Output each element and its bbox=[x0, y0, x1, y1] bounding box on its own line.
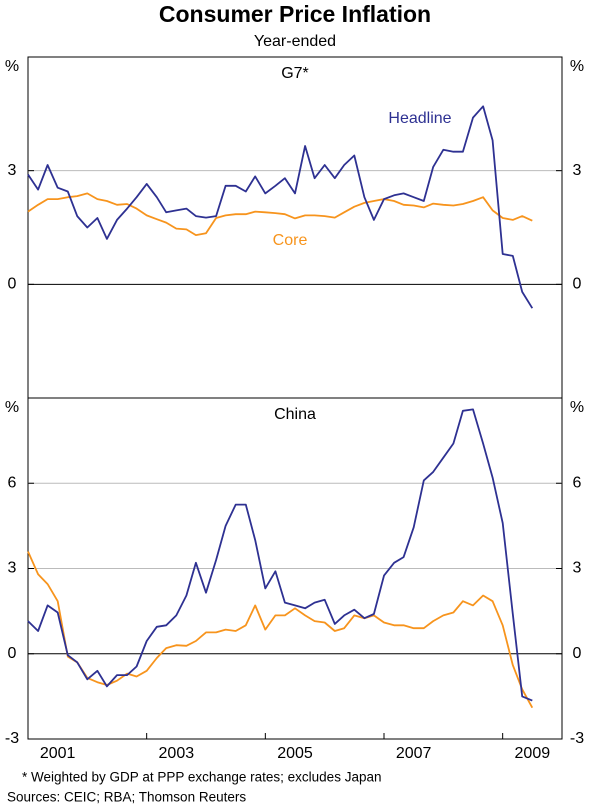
x-tick-label: 2003 bbox=[159, 745, 195, 762]
y-unit: % bbox=[5, 399, 19, 416]
x-tick-label: 2009 bbox=[515, 745, 551, 762]
panel-title: China bbox=[274, 406, 316, 423]
series-line bbox=[27, 105, 534, 309]
series-line bbox=[27, 192, 533, 236]
series-line bbox=[27, 551, 534, 709]
y-tick-label: 0 bbox=[8, 276, 17, 293]
sources: Sources: CEIC; RBA; Thomson Reuters bbox=[7, 790, 246, 805]
series-label: Core bbox=[273, 232, 308, 249]
y2-tick-label: 6 bbox=[573, 474, 582, 491]
y2-unit: % bbox=[570, 399, 584, 416]
y2-tick-label: 3 bbox=[573, 560, 582, 577]
panel-title: G7* bbox=[281, 65, 309, 82]
y2-tick-label: -3 bbox=[570, 730, 584, 747]
x-tick-label: 2005 bbox=[277, 745, 313, 762]
chart-subtitle: Year-ended bbox=[254, 33, 336, 50]
chart-title: Consumer Price Inflation bbox=[159, 1, 431, 27]
y-tick-label: 3 bbox=[8, 162, 17, 179]
series-line bbox=[27, 408, 533, 702]
y2-tick-label: 0 bbox=[573, 276, 582, 293]
x-tick-label: 2007 bbox=[396, 745, 432, 762]
y2-tick-label: 3 bbox=[573, 162, 582, 179]
y-unit: % bbox=[5, 58, 19, 75]
x-tick-label: 2001 bbox=[40, 745, 76, 762]
series-label: Headline bbox=[388, 110, 451, 127]
y-tick-label: 3 bbox=[8, 560, 17, 577]
y-tick-label: 0 bbox=[8, 645, 17, 662]
footnote: * Weighted by GDP at PPP exchange rates;… bbox=[22, 770, 381, 785]
y-tick-label: 6 bbox=[8, 474, 17, 491]
y-tick-label: -3 bbox=[5, 730, 19, 747]
y2-unit: % bbox=[570, 58, 584, 75]
y2-tick-label: 0 bbox=[573, 645, 582, 662]
